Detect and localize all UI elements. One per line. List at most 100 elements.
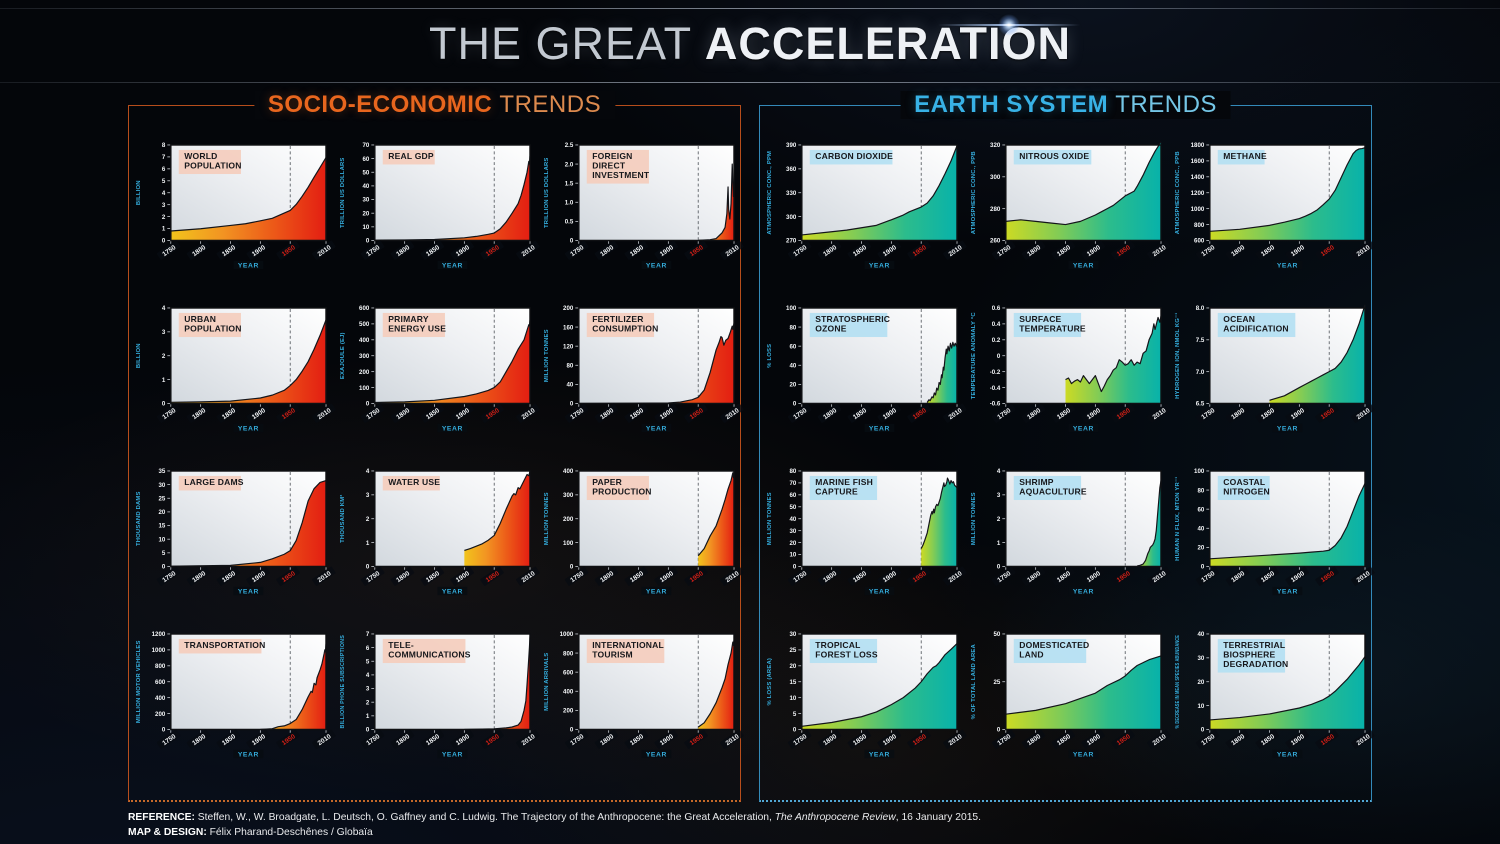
chart-title-box (382, 312, 445, 338)
x-tick: 1850 (847, 240, 871, 260)
series-line (801, 643, 957, 727)
x-tick-chip (719, 566, 744, 586)
x-tick-chip (942, 566, 967, 586)
x-tick: 1900 (449, 566, 474, 586)
x-tick: 1800 (1225, 240, 1249, 260)
chart-canvas: 0 10 20 30 40 % DECREASE IN MEAN SPECIES ABUN… (1174, 631, 1375, 759)
plot-frame (577, 470, 735, 568)
x-tick-chip (1080, 240, 1105, 260)
y-tick-label: 50 (789, 504, 796, 511)
x-tick: 1800 (594, 240, 618, 260)
y-tick-label: 400 (563, 688, 574, 695)
x-tick-chip (311, 403, 336, 423)
y-tick-label: 600 (359, 305, 370, 312)
x-tick-chip (876, 566, 901, 586)
chart-title: FOREIGN DIRECT INVESTMENT (592, 151, 650, 180)
x-axis-title-label: YEAR (1072, 752, 1093, 759)
x-tick-chip (1051, 403, 1075, 423)
plot-frame (577, 144, 735, 242)
series-line (1064, 315, 1162, 393)
chart-canvas: -0.6 -0.4 -0.2 0 0.2 0.4 0.6 TEMPERATURE ANOMAL… (970, 305, 1171, 433)
x-tick-chip (787, 240, 811, 260)
x-tick-chip (942, 403, 967, 423)
y-tick-label: 800 (1194, 222, 1205, 229)
x-tick-chip (594, 403, 618, 423)
y-tick-label: -0.6 (989, 401, 1000, 408)
x-tick: 1850 (216, 240, 240, 260)
series-area (697, 164, 734, 241)
series-line (1209, 483, 1366, 560)
x-axis-title-chip (863, 586, 894, 596)
y-tick-label: 600 (563, 669, 574, 676)
x-axis-title-chip (640, 260, 671, 270)
x-axis-title-label: YEAR (1072, 263, 1093, 270)
y-axis-title: THOUSAND KM³ (338, 495, 345, 543)
series-area (697, 640, 734, 730)
y-axis-title: BILLION PHONE SUBSCRIPTIONS (339, 635, 345, 729)
y-tick-label: 80 (566, 362, 573, 369)
y-tick-label: 0 (161, 727, 165, 734)
series-area (1005, 141, 1161, 241)
reference-journal: The Anthropocene Review (774, 812, 896, 823)
y-tick-label: 40 (1197, 631, 1204, 638)
chart-transportation: 0 200 400 600 800 1000 1200 MILLION MOTOR VEHIC… (129, 626, 336, 768)
x-tick: 1900 (876, 729, 901, 749)
chart-canvas: 0 200 400 600 800 1000 MILLION ARRIVALS 1750 180… (543, 631, 744, 759)
y-tick-label: 10 (789, 695, 796, 702)
series-area (170, 319, 326, 404)
x-tick-chip (653, 240, 678, 260)
x-tick: 1900 (245, 240, 270, 260)
series-line (1209, 656, 1366, 721)
chart-canvas: 0 10 20 30 40 50 60 70 TRILLION US DOLLARS 1750 18… (339, 142, 540, 270)
x-axis-title-chip (1271, 586, 1302, 596)
y-tick-label: 160 (563, 324, 574, 331)
series-area (374, 155, 530, 241)
chart-title: PAPER PRODUCTION (592, 477, 651, 497)
x-tick-chip (515, 729, 540, 749)
chart-title: PRIMARY ENERGY USE (388, 314, 446, 334)
chart-shrimp-aquaculture: 0 1 2 3 4 MILLION TONNES 1750 1800 1850 1900 1950 2… (964, 463, 1171, 605)
y-tick-label: 20 (1197, 679, 1204, 686)
y-tick-label: 30 (158, 482, 165, 489)
x-tick-chip (847, 729, 871, 749)
y-tick-label: 600 (155, 679, 166, 686)
sections: SOCIO-ECONOMIC TRENDS 0 1 2 3 4 5 6 7 8 BILLION 17… (128, 91, 1375, 802)
series-line (374, 155, 531, 241)
x-tick-chip (156, 566, 180, 586)
x-tick: 2010 (1350, 566, 1375, 586)
series-line (374, 319, 531, 404)
socio-chart-grid: 0 1 2 3 4 5 6 7 8 BILLION 1750 1800 1850 1900 1950 2010… (129, 137, 744, 768)
x-tick-chip (594, 240, 618, 260)
x-tick-chip (1110, 566, 1135, 586)
x-axis-title-label: YEAR (1276, 263, 1297, 270)
x-tick-chip (1255, 566, 1279, 586)
series-line (697, 471, 735, 557)
x-tick: 2010 (1350, 729, 1375, 749)
x-axis-title-chip (1271, 260, 1302, 270)
chart-title: METHANE (1223, 151, 1267, 161)
x-tick-chip (156, 729, 180, 749)
x-tick: 1800 (1021, 403, 1045, 423)
x-tick-chip (991, 403, 1015, 423)
chart-tele-communications: 0 1 2 3 4 5 6 7 BILLION PHONE SUBSCRIPTIONS 1750 1… (333, 626, 540, 768)
chart-title: WATER USE (388, 477, 440, 487)
series-line (170, 157, 327, 232)
y-tick-label: 3 (161, 329, 165, 336)
y-tick-label: 0 (569, 238, 573, 245)
x-tick-chip (1051, 729, 1075, 749)
y-tick-label: 8 (161, 142, 165, 149)
x-tick: 1850 (847, 403, 871, 423)
plot-frame (169, 144, 327, 242)
chart-title: COASTAL NITROGEN (1223, 477, 1270, 497)
x-tick-chip (449, 729, 474, 749)
series-area (170, 480, 326, 567)
x-axis-title-label: YEAR (237, 589, 258, 596)
x-tick-chip (1284, 240, 1309, 260)
y-tick-label: 120 (563, 343, 574, 350)
y-tick-label: 2.0 (564, 161, 573, 168)
chart-foreign-direct-investment: 0 0.5 1.0 1.5 2.0 2.5 TRILLION US DOLLARS 1750 1… (537, 137, 744, 279)
chart-nitrous-oxide: 260 280 300 320 ATMOSPHERIC CONC., PPB 1750 18… (964, 137, 1171, 279)
x-tick-chip (1051, 566, 1075, 586)
